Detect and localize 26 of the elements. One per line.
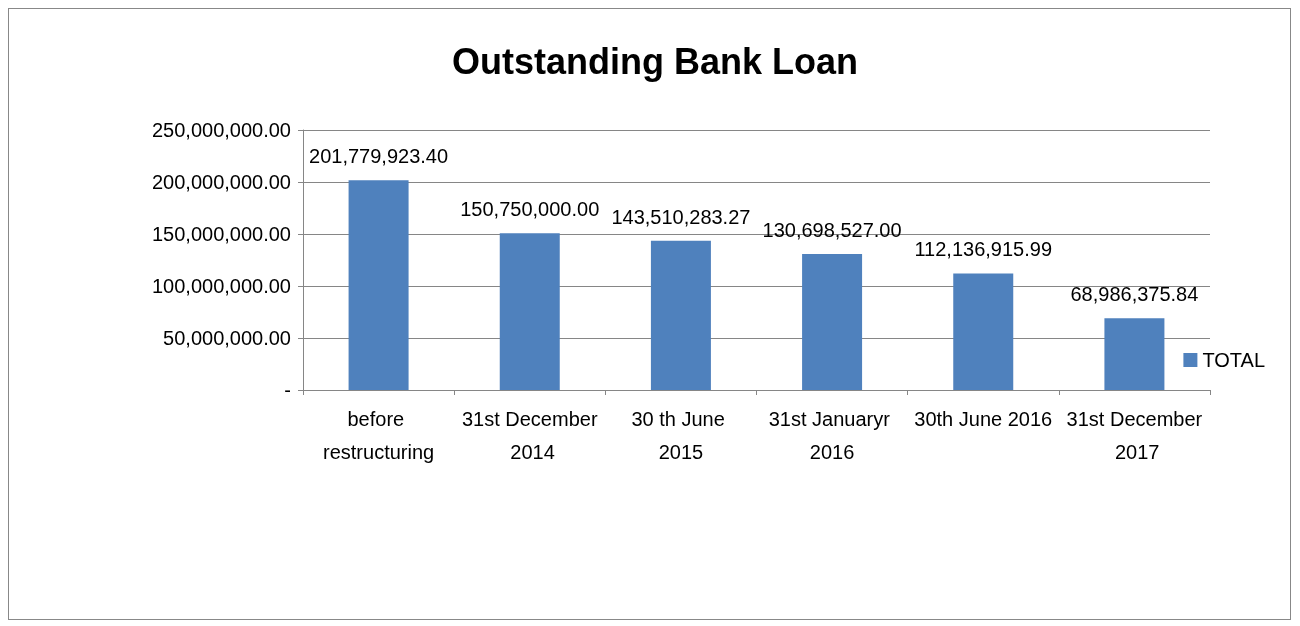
bar (802, 254, 863, 390)
y-tick-label: 50,000,000.00 (163, 327, 291, 349)
bar (953, 273, 1014, 390)
data-label: 68,986,375.84 (1070, 283, 1199, 306)
chart-title: Outstanding Bank Loan (451, 40, 859, 82)
x-tick-label: 31st December 2017 (1066, 407, 1203, 463)
data-label: 150,750,000.00 (460, 198, 600, 221)
bar (348, 180, 409, 390)
x-tick-label: before restructuring (323, 407, 435, 463)
y-tick-label: 150,000,000.00 (151, 223, 291, 245)
legend-label: TOTAL (1202, 349, 1265, 371)
data-label: 201,779,923.40 (309, 145, 449, 168)
bar (1104, 318, 1165, 390)
y-tick-label: - (284, 379, 291, 401)
bar (499, 233, 560, 390)
data-label: 112,136,915.99 (914, 238, 1053, 261)
y-tick-label: 250,000,000.00 (151, 119, 291, 141)
x-tick-label: 31st Januaryr 2016 (768, 407, 896, 463)
x-tick-label: 30 th June 2015 (631, 407, 731, 463)
y-tick-label: 200,000,000.00 (151, 171, 291, 193)
data-label: 130,698,527.00 (762, 219, 902, 242)
y-tick-label: 100,000,000.00 (151, 275, 291, 297)
x-tick-label: 30th June 2016 (914, 407, 1053, 430)
data-label: 143,510,283.27 (611, 205, 751, 228)
bar (650, 240, 711, 390)
x-tick-label: 31st December 2014 (461, 407, 598, 463)
